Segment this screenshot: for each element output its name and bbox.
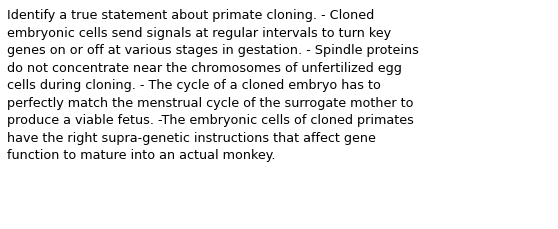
Text: Identify a true statement about primate cloning. - Cloned
embryonic cells send s: Identify a true statement about primate … [7, 9, 418, 161]
